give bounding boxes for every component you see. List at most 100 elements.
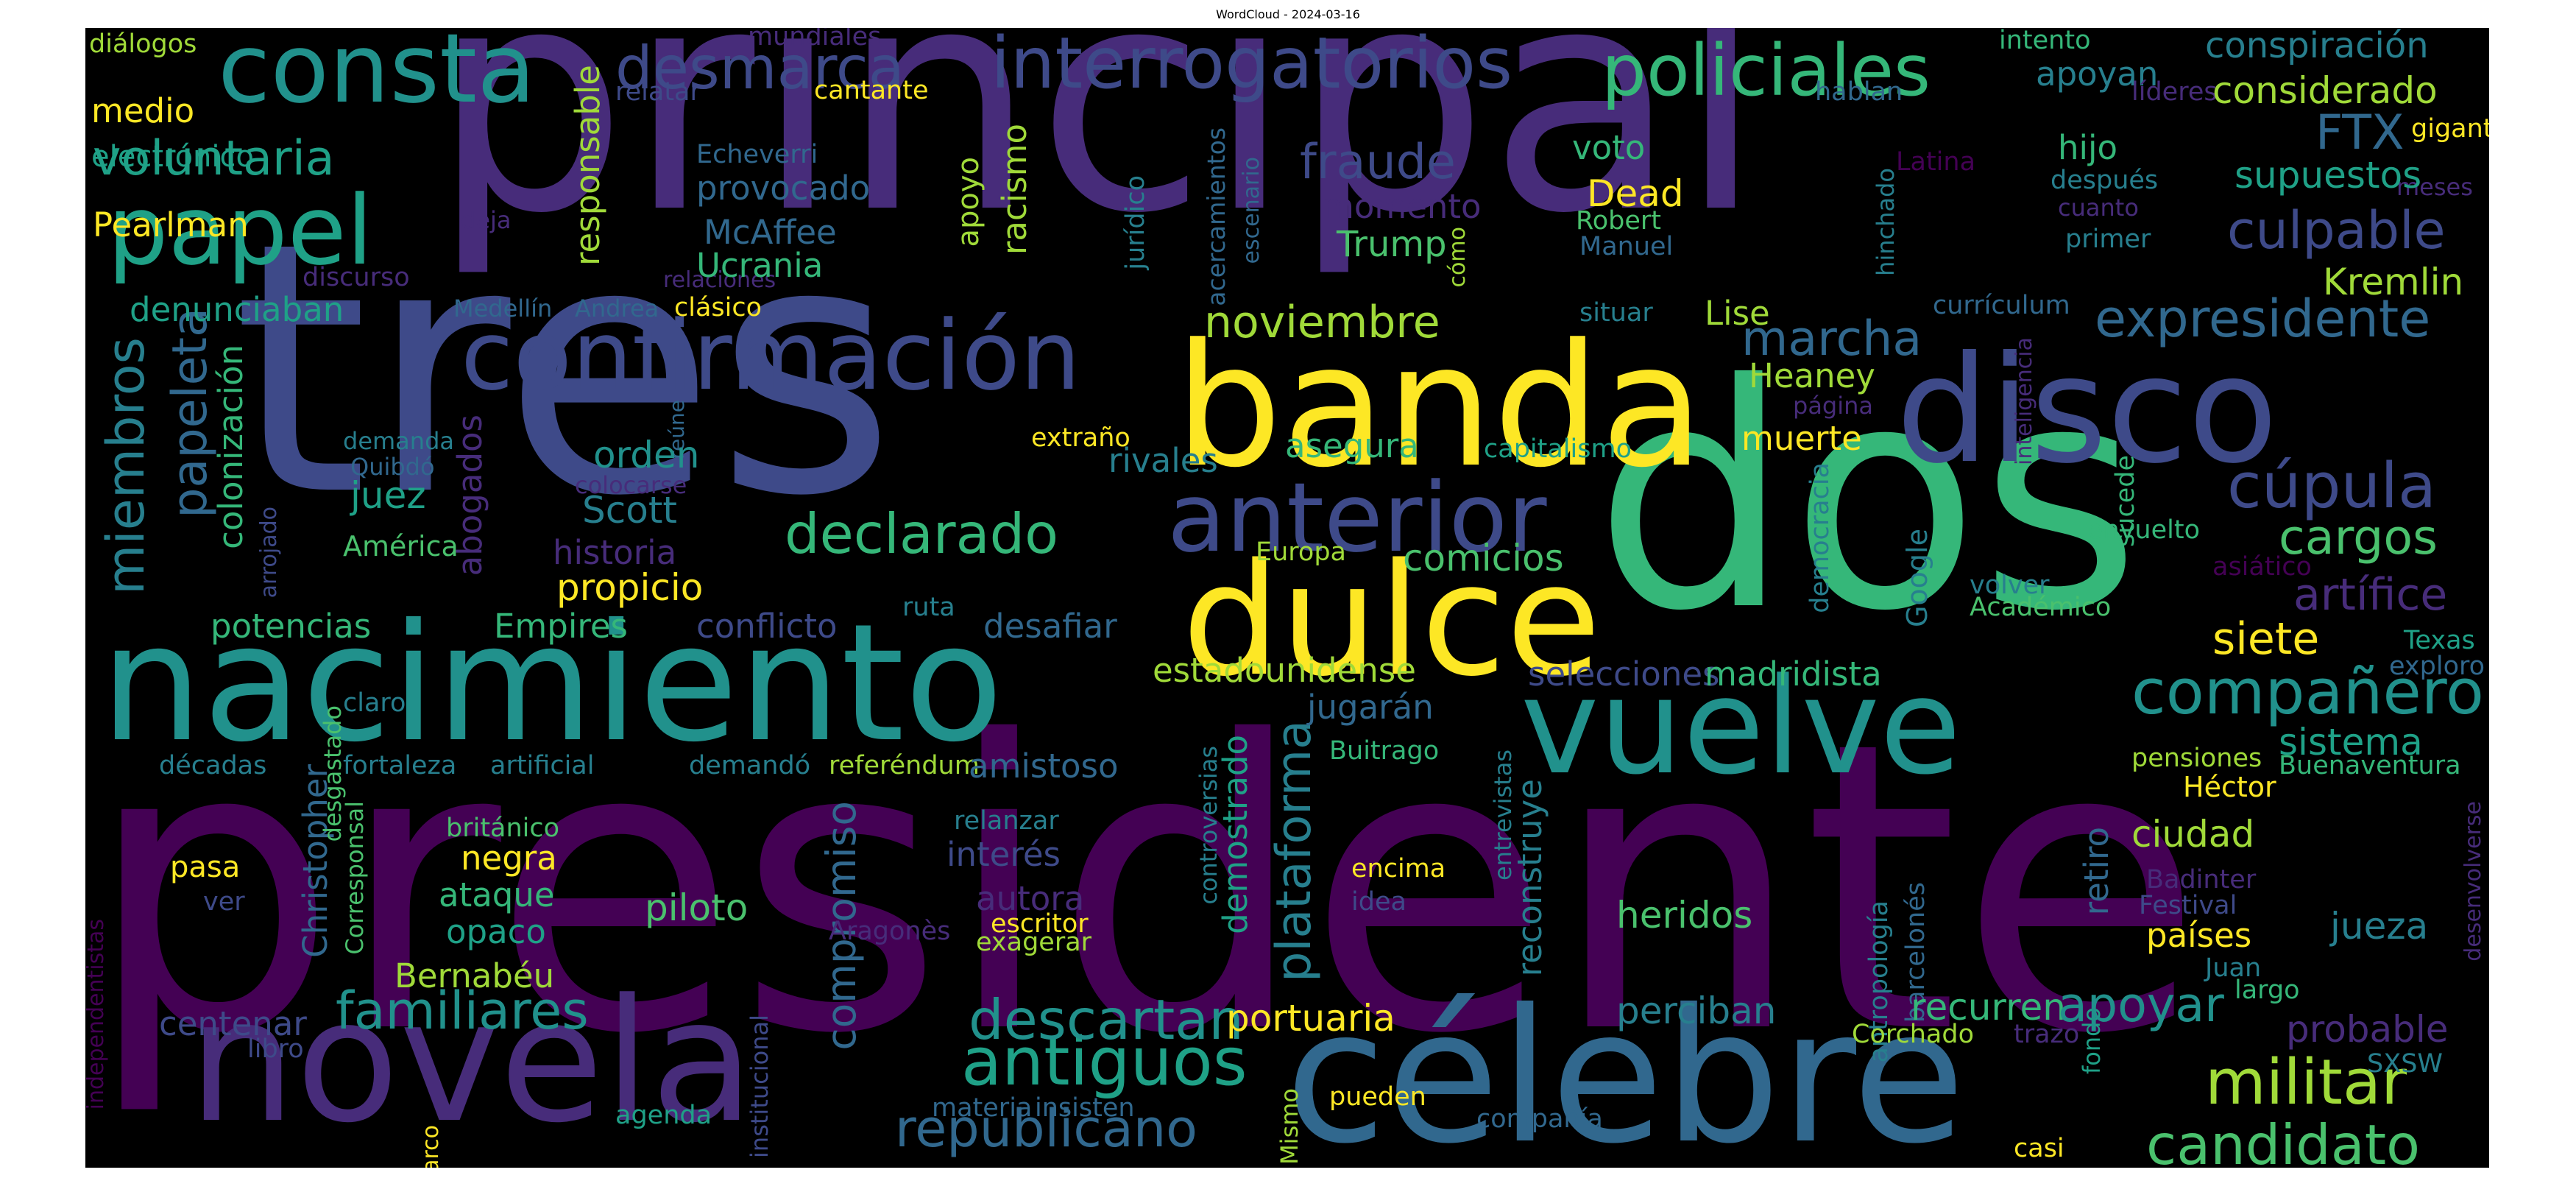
word-corresponsal: Corresponsal <box>341 801 369 955</box>
word-plataforma: plataforma <box>1267 720 1322 982</box>
word-familiares: familiares <box>336 981 589 1041</box>
word-relanzar: relanzar <box>954 806 1059 836</box>
word-perciban: perciban <box>1616 990 1777 1032</box>
word-hector: Héctor <box>2183 771 2276 803</box>
word-kremlin: Kremlin <box>2323 261 2464 303</box>
word-colocarse: colocarse <box>575 471 687 499</box>
word-corchado: Corchado <box>1852 1020 1974 1049</box>
word-tres: tres <box>233 169 896 571</box>
word-centenar: centenar <box>159 1004 307 1043</box>
word-aragones: Aragonès <box>829 917 951 946</box>
word-voto: voto <box>1572 128 1646 167</box>
figure-title: WordCloud - 2024-03-16 <box>1216 7 1360 21</box>
word-demando: demandó <box>689 751 811 780</box>
word-bernabeu: Bernabéu <box>394 956 555 995</box>
word-texas: Texas <box>2404 626 2475 655</box>
word-miembros: miembros <box>96 337 156 595</box>
word-situar: situar <box>1579 298 1653 328</box>
word-propicio: propicio <box>556 566 704 609</box>
word-insisten: insisten <box>1035 1093 1135 1123</box>
word-clasico: clásico <box>674 293 762 322</box>
word-desenvolverse: desenvolverse <box>2460 801 2486 962</box>
word-google: Google <box>1901 529 1933 628</box>
word-principal: principal <box>431 28 1764 281</box>
word-trazo: trazo <box>2014 1020 2080 1049</box>
word-estadounidense: estadounidense <box>1153 651 1416 690</box>
word-demanda: demanda <box>343 427 454 455</box>
word-quibdo: Quibdó <box>350 453 435 481</box>
word-acercamientos: acercamientos <box>1202 127 1231 306</box>
word-paises: países <box>2146 916 2252 955</box>
word-britanico: británico <box>446 814 560 843</box>
word-artificial: artificial <box>490 751 595 780</box>
word-hinchado: hinchado <box>1872 168 1900 276</box>
word-como: cómo <box>1445 227 1471 288</box>
word-orden: orden <box>593 434 700 476</box>
word-negra: negra <box>461 839 557 878</box>
word-academico: Académico <box>1970 593 2112 622</box>
word-escritor: escritor <box>991 909 1089 939</box>
word-dialogos: diálogos <box>89 29 197 59</box>
word-sxsw: SXSW <box>2367 1049 2444 1079</box>
word-interrogatorios: interrogatorios <box>991 28 1513 105</box>
word-conspiracion: conspiración <box>2205 28 2429 66</box>
word-democracia: democracia <box>1805 462 1835 613</box>
word-militar: militar <box>2205 1046 2407 1119</box>
word-pensiones: pensiones <box>2131 744 2262 773</box>
word-ucrania: Ucrania <box>696 246 824 285</box>
word-candidato: candidato <box>2146 1112 2421 1168</box>
word-desafiar: desafiar <box>983 607 1117 646</box>
word-ciudad: ciudad <box>2131 813 2255 856</box>
word-jueza: jueza <box>2330 905 2429 948</box>
word-republicano: republicano <box>895 1098 1198 1159</box>
word-interes: interés <box>946 835 1061 874</box>
word-juridico: jurídico <box>1121 175 1150 270</box>
word-pagina: página <box>1793 392 1874 420</box>
word-heaney: Heaney <box>1749 356 1875 395</box>
word-deja: deja <box>461 206 512 234</box>
word-asegura: asegura <box>1285 426 1419 465</box>
word-descartan: descartan <box>969 987 1244 1052</box>
word-anterior: anterior <box>1167 462 1547 574</box>
word-antiguos: antiguos <box>961 1023 1248 1101</box>
word-medio: medio <box>91 91 195 130</box>
word-jugaran: jugarán <box>1307 688 1434 727</box>
word-papel: papel <box>107 174 373 286</box>
word-mundiales: mundiales <box>748 28 882 52</box>
word-presidente: presidente <box>85 658 2204 1121</box>
word-provocado: provocado <box>696 169 871 208</box>
word-europa: Europa <box>1256 537 1346 567</box>
word-apoyar: apoyar <box>2058 978 2224 1033</box>
word-opaco: opaco <box>446 912 546 951</box>
word-ftx: FTX <box>2315 105 2405 161</box>
word-ver: ver <box>203 887 245 917</box>
word-piloto: piloto <box>645 886 749 929</box>
word-latina: Latina <box>1896 147 1976 177</box>
word-supuestos: supuestos <box>2234 154 2422 197</box>
word-cupula: cúpula <box>2227 450 2437 523</box>
word-denunciaban: denunciaban <box>130 290 344 329</box>
word-entrevistas: entrevistas <box>1489 750 1517 881</box>
word-nacimiento: nacimiento <box>100 589 1004 777</box>
word-libro: libro <box>247 1034 304 1064</box>
word-responsable: responsable <box>568 65 607 267</box>
word-intento: intento <box>1999 28 2091 55</box>
word-empires: Empires <box>494 607 628 646</box>
word-extrano: extraño <box>1031 423 1130 453</box>
word-arrojado: arrojado <box>256 507 282 599</box>
word-relatar: relatar <box>615 77 701 107</box>
word-selecciones: selecciones <box>1528 655 1720 694</box>
word-exploro: exploro <box>2389 652 2485 681</box>
word-mcaffee: McAffee <box>704 213 837 252</box>
word-culpable: culpable <box>2227 200 2446 261</box>
word-gigante: gigante <box>2411 114 2489 144</box>
word-momento: momento <box>1322 187 1482 226</box>
word-electronico: electrónico <box>91 140 254 174</box>
word-considerado: considerado <box>2212 69 2438 112</box>
word-cargos: cargos <box>2279 510 2438 565</box>
word-pasa: pasa <box>170 850 241 884</box>
word-vuelve: vuelve <box>1521 650 1961 804</box>
word-cuanto: cuanto <box>2058 194 2139 222</box>
word-meses: meses <box>2396 173 2473 201</box>
word-asiatico: asiático <box>2212 552 2312 582</box>
